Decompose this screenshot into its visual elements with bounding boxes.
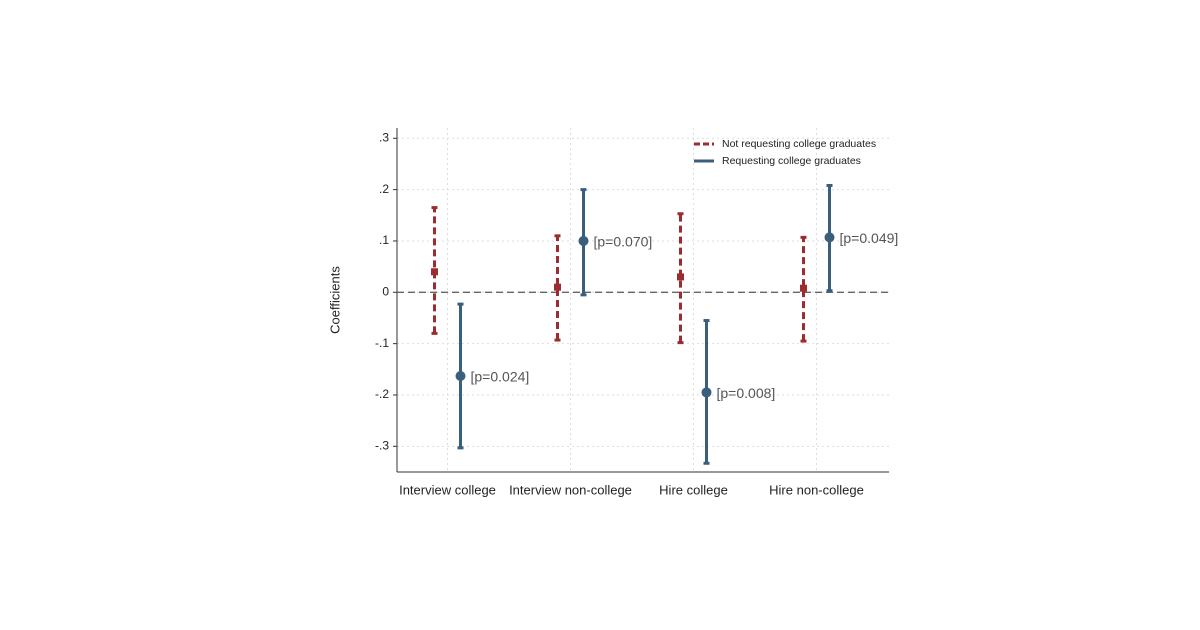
y-tick-label: -.2 <box>375 387 389 401</box>
y-tick-label: -.1 <box>375 336 389 350</box>
x-tick-label: Hire college <box>659 482 728 497</box>
p-value-label: [p=0.008] <box>717 385 776 401</box>
y-tick-label: 0 <box>382 284 389 298</box>
point <box>677 273 684 281</box>
y-tick-label: .2 <box>379 182 389 196</box>
legend-label: Not requesting college graduates <box>722 138 876 150</box>
point <box>455 370 466 381</box>
y-axis-label: Coefficients <box>327 266 342 334</box>
x-tick-label: Interview college <box>399 482 496 497</box>
point <box>554 283 561 291</box>
y-tick-label: .1 <box>379 233 389 247</box>
point <box>431 268 438 276</box>
p-value-label: [p=0.070] <box>594 234 653 250</box>
point <box>800 284 807 292</box>
y-tick-label: .3 <box>379 130 389 144</box>
x-tick-label: Interview non-college <box>509 482 632 497</box>
point <box>701 387 712 398</box>
p-value-label: [p=0.024] <box>471 369 530 385</box>
p-value-label: [p=0.049] <box>840 230 899 246</box>
legend-label: Requesting college graduates <box>722 155 861 167</box>
point <box>578 235 589 246</box>
y-tick-label: -.3 <box>375 439 389 453</box>
point <box>824 232 835 243</box>
x-tick-label: Hire non-college <box>769 482 864 497</box>
